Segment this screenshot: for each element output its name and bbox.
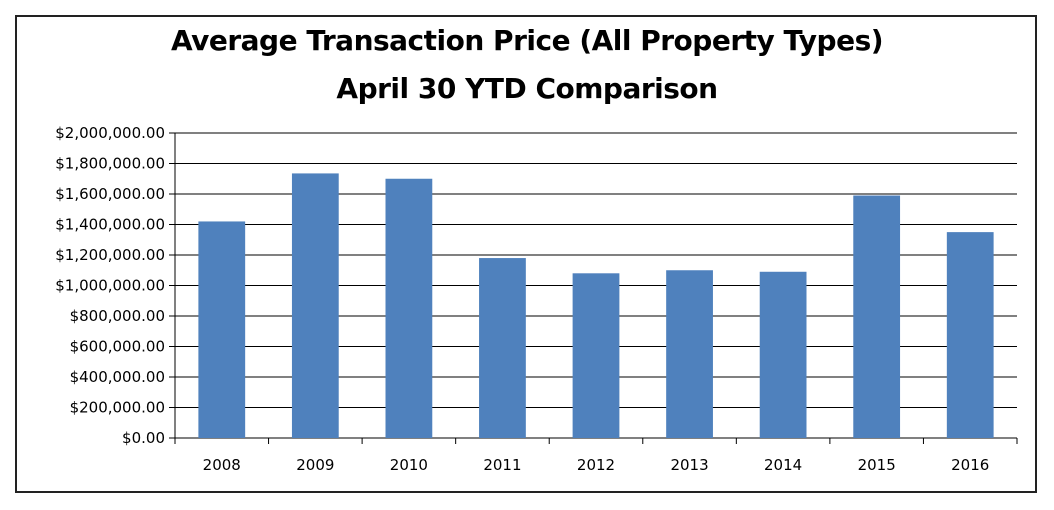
- bar: [291, 173, 339, 438]
- x-tick-label: 2015: [858, 456, 896, 474]
- x-tick-label: 2009: [296, 456, 334, 474]
- x-tick-label: 2013: [670, 456, 708, 474]
- y-tick-label: $1,800,000.00: [55, 155, 165, 173]
- x-tick-label: 2008: [203, 456, 241, 474]
- x-tick-label: 2010: [390, 456, 428, 474]
- x-tick-label: 2014: [764, 456, 802, 474]
- bar: [385, 178, 433, 438]
- chart-subtitle: April 30 YTD Comparison: [336, 72, 718, 105]
- y-tick-label: $1,000,000.00: [55, 277, 165, 295]
- chart-title: Average Transaction Price (All Property …: [170, 24, 884, 57]
- x-tick-label: 2012: [577, 456, 615, 474]
- bar: [479, 258, 526, 438]
- y-tick-label: $600,000.00: [70, 338, 165, 356]
- x-tick-label: 2016: [951, 456, 989, 474]
- y-tick-label: $2,000,000.00: [55, 124, 165, 142]
- bar: [572, 273, 620, 438]
- y-tick-label: $0.00: [122, 429, 165, 447]
- y-tick-label: $1,400,000.00: [55, 216, 165, 234]
- bar: [666, 270, 713, 438]
- bar: [946, 232, 994, 438]
- bar: [759, 271, 807, 438]
- y-tick-label: $200,000.00: [70, 399, 165, 417]
- y-tick-label: $400,000.00: [70, 368, 165, 386]
- y-tick-label: $1,600,000.00: [55, 185, 165, 203]
- bar: [198, 221, 246, 438]
- bar: [853, 195, 901, 438]
- x-tick-label: 2011: [483, 456, 521, 474]
- y-tick-label: $800,000.00: [70, 307, 165, 325]
- y-tick-label: $1,200,000.00: [55, 246, 165, 264]
